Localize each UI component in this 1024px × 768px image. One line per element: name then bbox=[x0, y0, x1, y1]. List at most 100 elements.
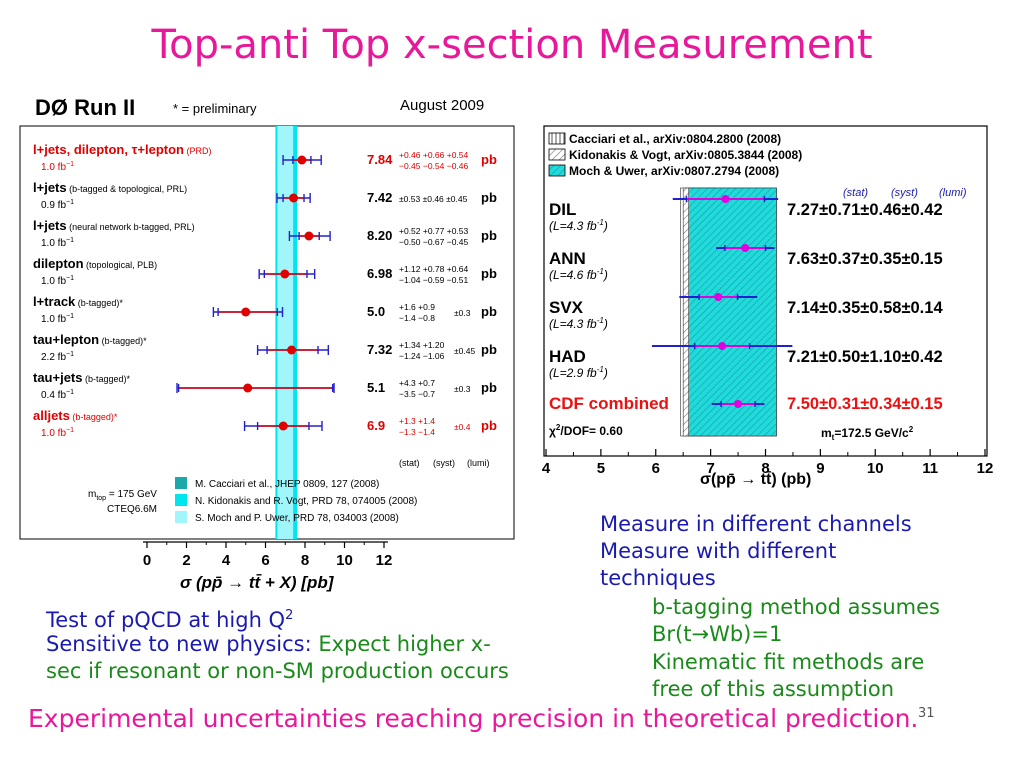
d0-x-tick-label: 6 bbox=[261, 552, 269, 569]
cdf-channel-lumi: (L=4.3 fb-1) bbox=[549, 218, 608, 233]
cdf-x-tick-label: 12 bbox=[977, 460, 994, 477]
d0-value-label: 7.32 bbox=[367, 342, 392, 357]
cdf-channel-name: DIL bbox=[549, 200, 576, 219]
note-kinfit-2: free of this assumption bbox=[652, 677, 895, 701]
d0-channel-name: alljets (b-tagged)* bbox=[33, 408, 118, 423]
d0-channel-name: l+jets (b-tagged & topological, PRL) bbox=[33, 180, 187, 195]
cdf-lumi-close: ) bbox=[602, 366, 608, 380]
cdf-chi2-exp: 2 bbox=[556, 423, 561, 432]
cdf-theory-band-cyan bbox=[688, 187, 777, 437]
d0-lumi-exp: −1 bbox=[66, 275, 74, 282]
d0-legend-swatch bbox=[175, 511, 187, 523]
d0-channel-name: tau+jets (b-tagged)* bbox=[33, 370, 131, 385]
d0-unit-label: pb bbox=[481, 304, 497, 319]
d0-lumi-exp: −1 bbox=[66, 161, 74, 168]
d0-lumi-exp: −1 bbox=[66, 389, 74, 396]
cdf-cross-section-chart: Cacciari et al., arXiv:0804.2800 (2008) K… bbox=[542, 125, 994, 488]
d0-x-tick-label: 4 bbox=[222, 552, 231, 569]
d0-unc-single: ±0.4 bbox=[454, 422, 471, 432]
cdf-data-point bbox=[721, 195, 730, 203]
cdf-legend-label: Cacciari et al., arXiv:0804.2800 (2008) bbox=[569, 132, 781, 146]
d0-lumi-exp: −1 bbox=[66, 313, 74, 320]
d0-unc-up: +1.3 +1.4 bbox=[399, 416, 435, 426]
d0-channel-note: (PRD) bbox=[184, 146, 212, 156]
d0-legend-swatch bbox=[175, 477, 187, 489]
d0-unc-single: ±0.3 bbox=[454, 384, 471, 394]
d0-channel-note: (b-tagged)* bbox=[99, 336, 147, 346]
d0-channel-lumi: 1.0 fb−1 bbox=[41, 313, 74, 325]
d0-lumi-exp: −1 bbox=[66, 351, 74, 358]
d0-value-label: 6.9 bbox=[367, 418, 385, 433]
cdf-data-point bbox=[741, 244, 750, 252]
d0-channel-name: l+jets (neural network b-tagged, PRL) bbox=[33, 218, 195, 233]
d0-x-tick-label: 8 bbox=[301, 552, 309, 569]
cdf-lumi-close: ) bbox=[602, 268, 608, 282]
d0-unc-down: −0.50 −0.67 −0.45 bbox=[399, 237, 469, 247]
d0-data-point bbox=[280, 269, 290, 279]
d0-value-label: 7.42 bbox=[367, 190, 392, 205]
d0-value-label: 7.84 bbox=[367, 152, 393, 167]
cdf-data-point bbox=[734, 400, 743, 408]
note-techniques-2: techniques bbox=[600, 566, 716, 590]
cdf-x-tick-label: 5 bbox=[597, 460, 605, 477]
cdf-value-label: 7.27±0.71±0.46±0.42 bbox=[787, 201, 943, 219]
d0-data-point bbox=[289, 193, 299, 203]
cdf-chi2-label: χ2/DOF= 0.60 bbox=[549, 423, 623, 438]
d0-channel-name: l+track (b-tagged)* bbox=[33, 294, 123, 309]
d0-unc-up: +1.12 +0.78 +0.64 bbox=[399, 264, 469, 274]
cdf-channel-name: SVX bbox=[549, 298, 584, 317]
cdf-lumi-close: ) bbox=[602, 317, 608, 331]
d0-value-label: 6.98 bbox=[367, 266, 392, 281]
d0-data-point bbox=[241, 307, 251, 317]
d0-unc-down: −1.24 −1.06 bbox=[399, 351, 445, 361]
note-pqcd: Test of pQCD at high Q2 bbox=[46, 602, 293, 634]
d0-unit-label: pb bbox=[481, 152, 497, 167]
d0-unc-down: −0.45 −0.54 −0.46 bbox=[399, 161, 469, 171]
d0-channel-note: (b-tagged)* bbox=[83, 374, 131, 384]
d0-x-tick-label: 2 bbox=[182, 552, 190, 569]
cdf-lumi-exp: -1 bbox=[597, 267, 604, 276]
d0-unit-label: pb bbox=[481, 418, 497, 433]
note-new-physics: Sensitive to new physics: Expect higher … bbox=[46, 631, 491, 658]
d0-channel-note: (b-tagged)* bbox=[75, 298, 123, 308]
cdf-data-point bbox=[714, 293, 723, 301]
d0-mtop-value: = 175 GeV bbox=[106, 489, 157, 500]
d0-unit-label: pb bbox=[481, 228, 497, 243]
d0-value-label: 8.20 bbox=[367, 228, 392, 243]
d0-lumi-exp: −1 bbox=[66, 237, 74, 244]
d0-data-point bbox=[278, 421, 288, 431]
d0-data-point bbox=[297, 155, 307, 165]
d0-unc-footer-label: (lumi) bbox=[467, 458, 490, 468]
d0-channel-lumi: 2.2 fb−1 bbox=[41, 351, 74, 363]
d0-lumi-exp: −1 bbox=[66, 427, 74, 434]
d0-channel-lumi: 0.4 fb−1 bbox=[41, 389, 74, 401]
cdf-x-tick-label: 9 bbox=[816, 460, 824, 477]
d0-unc-up: +0.52 +0.77 +0.53 bbox=[399, 226, 469, 236]
cdf-x-tick-label: 11 bbox=[922, 460, 938, 477]
d0-unc-footer-label: (syst) bbox=[433, 458, 455, 468]
cdf-unc-header: (syst) bbox=[891, 187, 918, 199]
d0-mtop-sub: top bbox=[96, 495, 106, 502]
note-techniques-1: Measure with different bbox=[600, 539, 837, 563]
cdf-mt-sub: t bbox=[832, 433, 835, 442]
d0-channel-name: l+jets, dilepton, τ+lepton (PRD) bbox=[33, 142, 212, 157]
cdf-value-label: 7.14±0.35±0.58±0.14 bbox=[787, 299, 943, 317]
slide-title: Top-anti Top x-section Measurement bbox=[151, 22, 873, 68]
d0-channel-lumi: 1.0 fb−1 bbox=[41, 161, 74, 173]
note-kinfit-1: Kinematic fit methods are bbox=[652, 650, 925, 674]
cdf-legend-label: Kidonakis & Vogt, arXiv:0805.3844 (2008) bbox=[569, 148, 802, 162]
cdf-x-tick-label: 8 bbox=[761, 460, 769, 477]
d0-channel-note: (topological, PLB) bbox=[84, 260, 158, 270]
d0-unc-up: +1.34 +1.20 bbox=[399, 340, 445, 350]
cdf-channel-name: ANN bbox=[549, 249, 586, 268]
d0-chart-date: August 2009 bbox=[400, 97, 484, 114]
d0-unc-single: ±0.45 bbox=[454, 346, 475, 356]
d0-channel-note: (neural network b-tagged, PRL) bbox=[67, 222, 195, 232]
cdf-unc-header: (stat) bbox=[843, 187, 868, 199]
note-new-physics-cont: sec if resonant or non-SM production occ… bbox=[46, 659, 509, 683]
cdf-value-label: 7.50±0.31±0.34±0.15 bbox=[787, 395, 943, 413]
page-number: 31 bbox=[918, 706, 935, 721]
note-pqcd-text: Test of pQCD at high Q bbox=[46, 608, 286, 632]
d0-channel-lumi: 0.9 fb−1 bbox=[41, 199, 74, 211]
d0-channel-name: tau+lepton (b-tagged)* bbox=[33, 332, 147, 347]
